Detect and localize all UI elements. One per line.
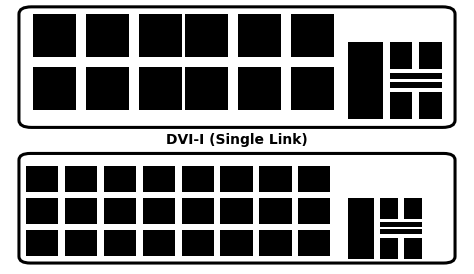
Bar — [380, 198, 398, 219]
Bar — [182, 166, 214, 192]
Bar — [259, 198, 292, 224]
Bar — [33, 14, 76, 57]
Bar — [419, 42, 442, 69]
Bar — [26, 166, 58, 192]
Bar — [348, 198, 374, 259]
Bar — [86, 14, 129, 57]
Bar — [390, 92, 412, 119]
Bar — [185, 14, 228, 57]
Bar — [33, 67, 76, 110]
Bar — [143, 230, 175, 256]
Bar — [259, 230, 292, 256]
Bar — [404, 238, 422, 259]
Bar — [238, 14, 281, 57]
Bar — [104, 166, 136, 192]
Bar — [390, 42, 412, 69]
Bar — [86, 67, 129, 110]
FancyBboxPatch shape — [19, 153, 455, 263]
FancyBboxPatch shape — [19, 7, 455, 127]
Bar — [298, 230, 330, 256]
Bar — [390, 73, 442, 79]
Bar — [220, 198, 253, 224]
Bar — [348, 42, 383, 119]
Bar — [185, 67, 228, 110]
Bar — [390, 82, 442, 88]
Bar — [139, 14, 182, 57]
Bar — [182, 230, 214, 256]
Bar — [291, 67, 334, 110]
Bar — [404, 198, 422, 219]
Bar — [220, 230, 253, 256]
Bar — [65, 198, 97, 224]
Bar — [380, 222, 422, 227]
Bar — [182, 198, 214, 224]
Bar — [104, 198, 136, 224]
Bar — [298, 166, 330, 192]
Bar — [259, 166, 292, 192]
Bar — [104, 230, 136, 256]
Bar — [419, 92, 442, 119]
Bar — [143, 166, 175, 192]
Bar — [291, 14, 334, 57]
Bar — [143, 198, 175, 224]
Text: DVI-I (Single Link): DVI-I (Single Link) — [166, 133, 308, 147]
Bar — [139, 67, 182, 110]
Bar — [238, 67, 281, 110]
Bar — [26, 198, 58, 224]
Bar — [380, 238, 398, 259]
Bar — [380, 229, 422, 234]
Bar — [65, 230, 97, 256]
Bar — [298, 198, 330, 224]
Bar — [220, 166, 253, 192]
Bar — [26, 230, 58, 256]
Bar — [65, 166, 97, 192]
